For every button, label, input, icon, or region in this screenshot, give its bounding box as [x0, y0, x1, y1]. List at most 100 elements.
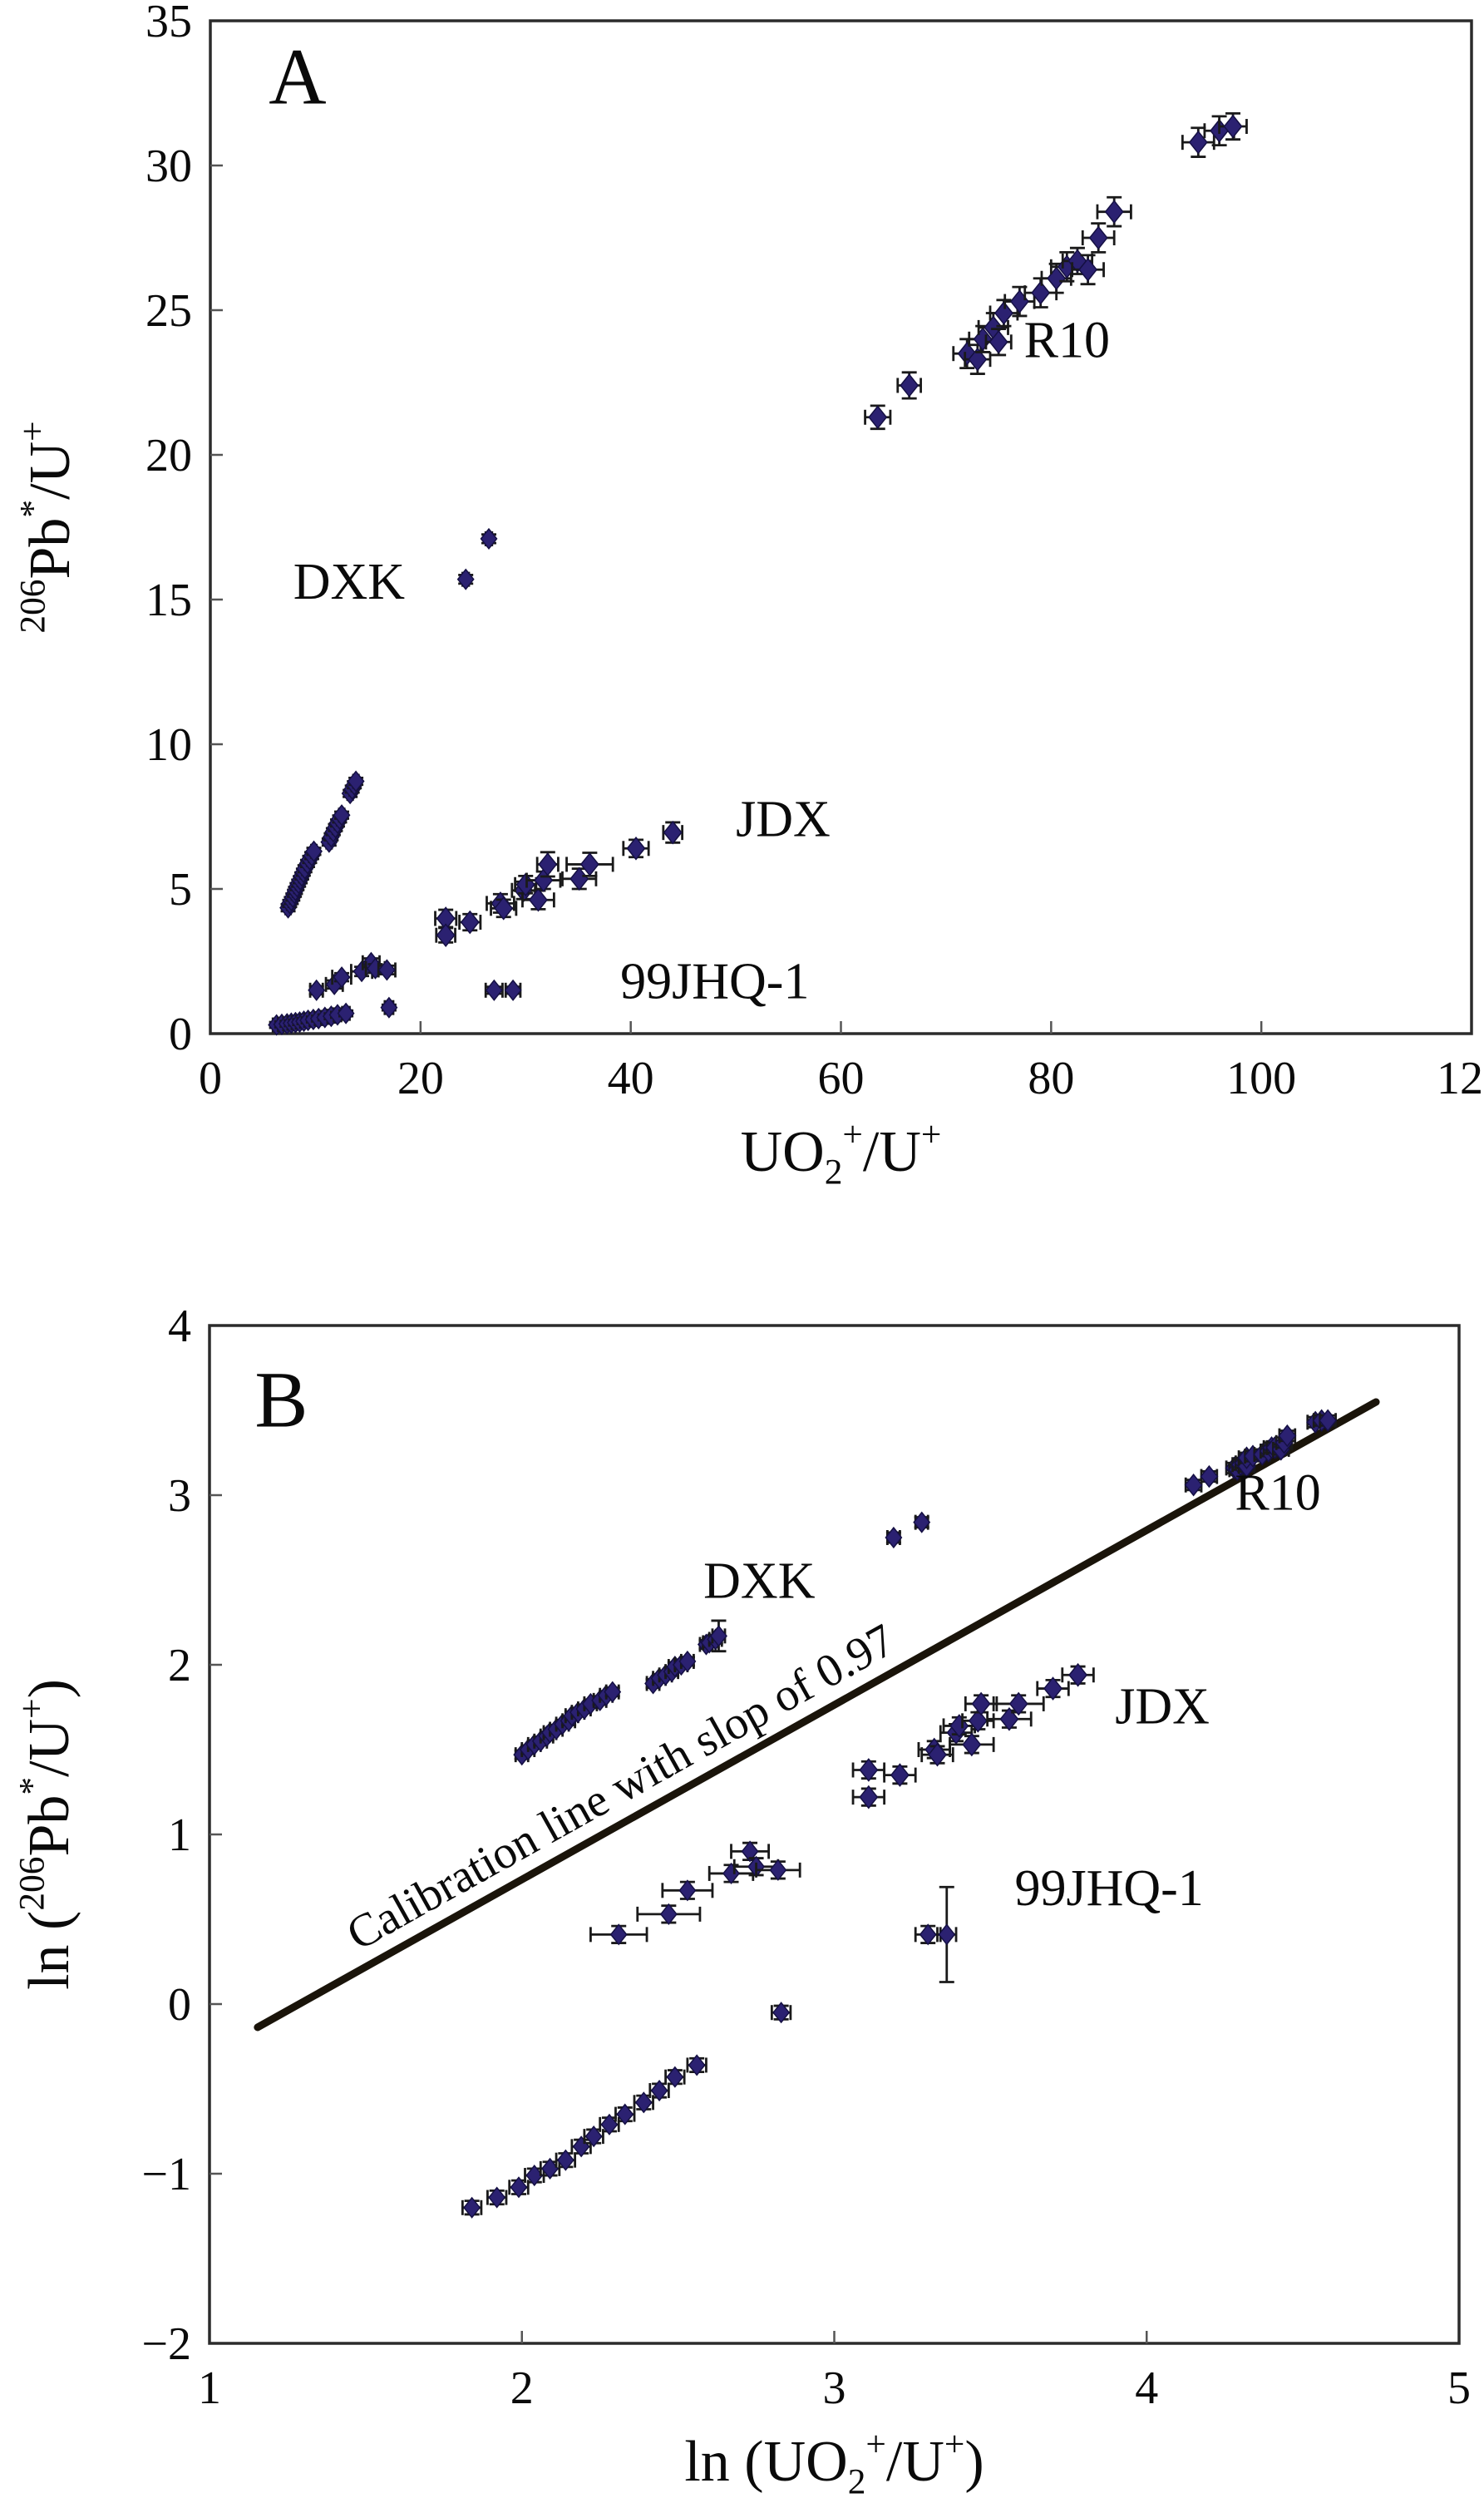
x-tick-label: 80	[1028, 1053, 1074, 1104]
data-point-diamond	[333, 966, 351, 989]
data-point-diamond	[538, 852, 558, 876]
y-tick-label: 2	[168, 1640, 191, 1691]
data-point-diamond	[333, 804, 351, 827]
data-point-diamond	[973, 327, 993, 352]
series-dxk-b	[513, 1511, 931, 1766]
data-point-diamond	[772, 2002, 791, 2024]
data-point-diamond	[1008, 1691, 1028, 1716]
panel-b: 1 2 3 4 5 −2 −1 0 1 2 3 4 ln (UO2+/U+) ln (206Pb*/U+)…	[12, 1301, 1471, 2501]
x-axis-title: UO2+/U+	[741, 1115, 942, 1192]
series-dxk-a	[279, 527, 498, 919]
data-point-diamond	[885, 1526, 903, 1549]
data-point-diamond	[485, 979, 503, 1001]
y-tick-label: 5	[169, 864, 192, 916]
data-point-diamond	[337, 1002, 355, 1024]
data-point-diamond	[968, 1708, 988, 1733]
data-point-diamond	[989, 329, 1008, 354]
panel-a: 0 20 40 60 80 100 120 0 5 10 15 20 25 30 35 UO2+/U+ 206P…	[13, 0, 1484, 1192]
data-point-diamond	[609, 1923, 628, 1946]
data-point-diamond	[666, 2066, 684, 2088]
data-point-diamond	[688, 2054, 706, 2076]
x-tick-label: 4	[1135, 2362, 1158, 2414]
y-tick-label: 0	[169, 1009, 192, 1060]
data-point-diamond	[494, 896, 514, 921]
data-point-diamond	[480, 527, 498, 550]
data-point-diamond	[1319, 1409, 1338, 1432]
series-r10-b	[1184, 1409, 1338, 1497]
data-point-diamond	[436, 923, 456, 948]
y-tick-label: 0	[168, 1979, 191, 2031]
data-point-diamond	[938, 1923, 956, 1946]
y-tick-label: 25	[145, 285, 192, 337]
data-point-diamond	[913, 1511, 931, 1533]
data-point-diamond	[308, 979, 326, 1001]
data-point-diamond	[1188, 130, 1208, 155]
cluster-label-jdx: JDX	[736, 791, 831, 847]
data-point-diamond	[456, 568, 475, 590]
cluster-label-r10: R10	[1235, 1465, 1320, 1522]
panel-tag-a: A	[269, 32, 326, 121]
data-point-diamond	[722, 1862, 740, 1884]
data-point-diamond	[769, 1859, 787, 1881]
data-point-diamond	[377, 959, 396, 981]
x-tick-label: 2	[510, 2362, 534, 2414]
data-point-diamond	[1031, 280, 1051, 305]
data-point-diamond	[859, 1785, 879, 1809]
y-tick-label: 1	[168, 1809, 191, 1861]
data-point-diamond	[579, 852, 599, 876]
data-point-diamond	[1278, 1424, 1297, 1448]
data-point-diamond	[569, 866, 589, 891]
cluster-label-r10: R10	[1024, 313, 1110, 369]
data-point-diamond	[678, 1650, 697, 1673]
series-99jhq-1-b	[461, 1840, 958, 2219]
y-tick-label: 15	[145, 575, 192, 626]
data-point-diamond	[678, 1879, 697, 1902]
series-jdx-b	[851, 1662, 1095, 1809]
data-point-diamond	[1200, 1464, 1219, 1489]
data-point-diamond	[1068, 1662, 1088, 1687]
x-tick-label: 60	[818, 1053, 865, 1104]
data-point-diamond	[859, 1758, 879, 1782]
data-point-diamond	[968, 347, 988, 372]
calibration-line	[254, 1398, 1380, 2032]
panel-tag-b: B	[254, 1355, 308, 1444]
data-point-diamond	[999, 1706, 1019, 1731]
y-tick-label: 3	[168, 1470, 191, 1522]
y-tick-label: 10	[145, 719, 192, 771]
data-point-diamond	[868, 405, 888, 430]
cluster-label-99jhq-1: 99JHQ-1	[1014, 1860, 1203, 1917]
data-point-diamond	[962, 1732, 982, 1757]
data-point-diamond	[1104, 200, 1124, 225]
data-point-diamond	[1043, 1676, 1062, 1701]
data-point-diamond	[1047, 266, 1067, 291]
x-tick-label: 1	[198, 2362, 221, 2414]
data-point-diamond	[949, 1714, 969, 1738]
series-r10-a	[864, 111, 1248, 431]
data-point-diamond	[971, 1691, 991, 1716]
y-axis-title: 206Pb*/U+	[13, 421, 82, 633]
plot-frame	[209, 19, 1473, 1035]
data-point-diamond	[650, 2079, 668, 2102]
series-jdx-a	[434, 820, 684, 948]
calibration-line-label: Calibration line with slop of 0.97	[338, 1614, 903, 1961]
cluster-label-99jhq-1: 99JHQ-1	[620, 953, 809, 1010]
x-axis-title: ln (UO2+/U+)	[684, 2425, 984, 2502]
data-point-diamond	[604, 1681, 622, 1703]
data-point-diamond	[663, 820, 683, 845]
cluster-label-jdx: JDX	[1115, 1679, 1210, 1735]
data-point-diamond	[993, 301, 1013, 325]
x-tick-label: 3	[823, 2362, 846, 2414]
data-point-diamond	[741, 1840, 759, 1863]
data-point-diamond	[556, 2149, 574, 2171]
data-point-diamond	[900, 373, 919, 397]
data-point-diamond	[380, 996, 398, 1019]
y-tick-label: −2	[141, 2318, 191, 2370]
x-tick-label: 0	[199, 1053, 222, 1104]
cluster-label-dxk: DXK	[293, 554, 406, 610]
data-point-diamond	[504, 979, 522, 1001]
y-tick-label: 20	[145, 430, 192, 481]
data-point-diamond	[488, 2186, 506, 2209]
